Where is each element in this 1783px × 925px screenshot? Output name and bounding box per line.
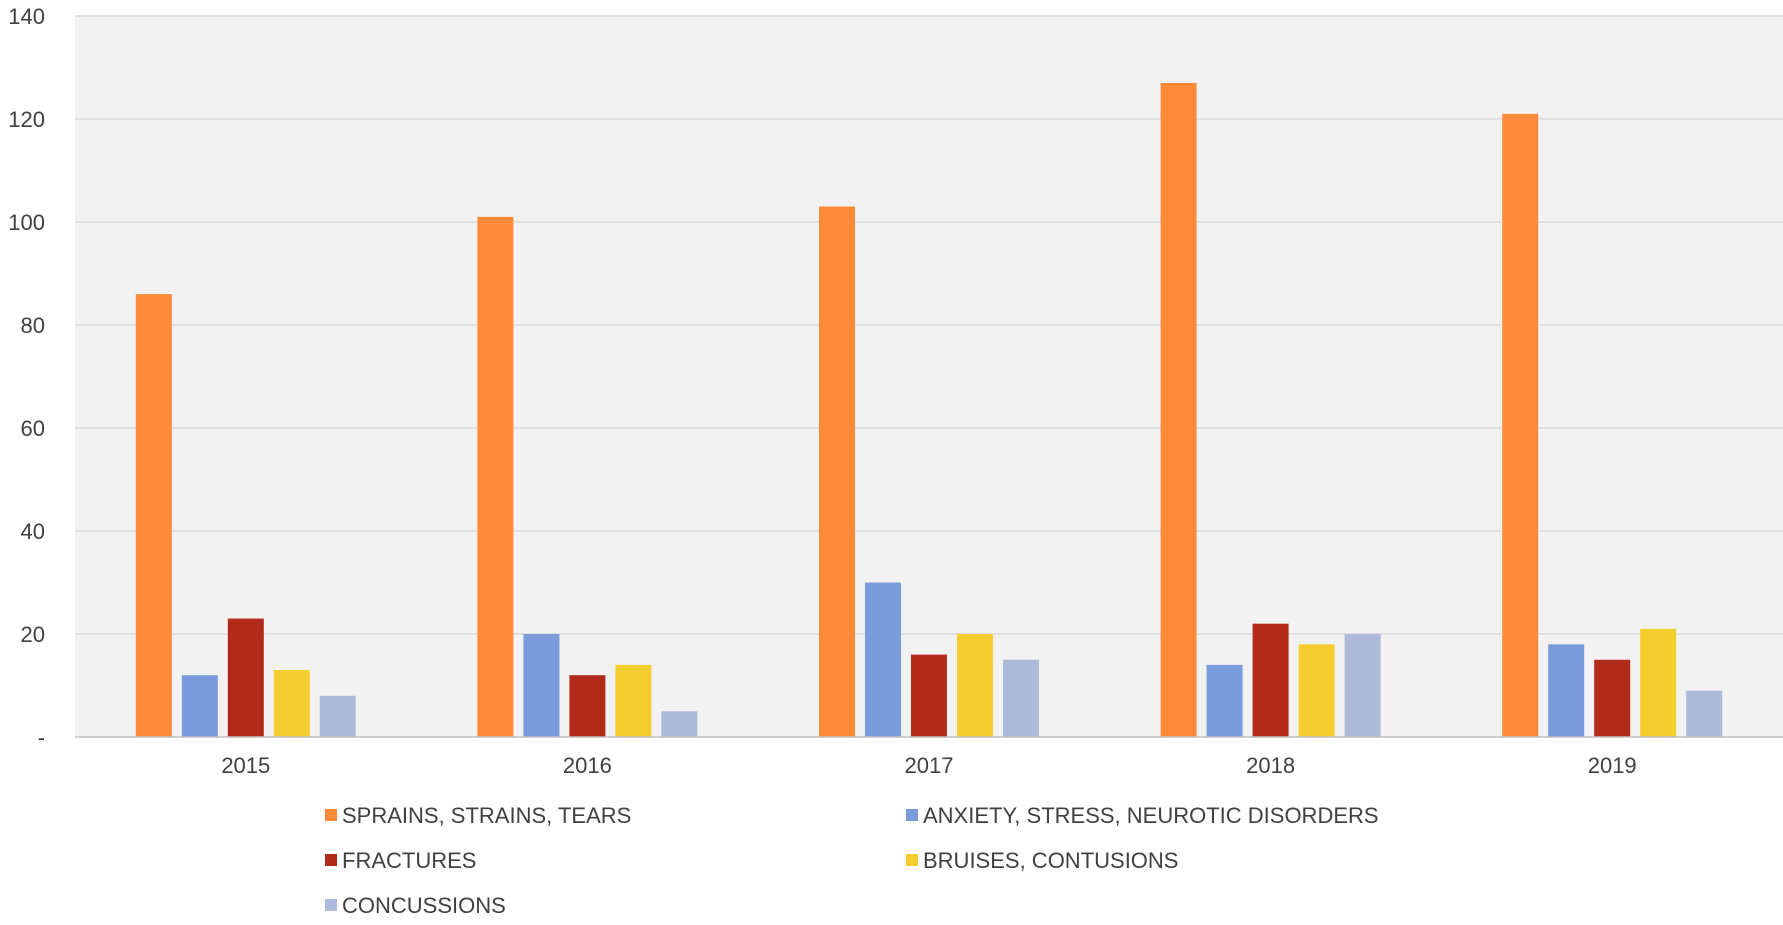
legend-item: SPRAINS, STRAINS, TEARS [325,803,631,828]
y-tick-label: 140 [8,4,45,29]
legend-item: ANXIETY, STRESS, NEUROTIC DISORDERS [906,803,1379,828]
bar-2019-series-3 [1594,659,1631,737]
y-tick-label: - [38,725,45,750]
x-tick-label: 2019 [1588,753,1637,778]
y-tick-label: 20 [21,622,45,647]
legend-item: FRACTURES [325,848,476,873]
bar-2018-series-1 [1160,82,1197,737]
bar-2015-series-3 [227,618,264,737]
bar-2016-series-1 [477,216,514,738]
y-tick-label: 100 [8,210,45,235]
y-tick-label: 80 [21,313,45,338]
legend-label: SPRAINS, STRAINS, TEARS [342,803,631,828]
bar-2019-series-5 [1686,690,1723,737]
plot-area [75,16,1783,737]
bar-2017-series-1 [819,206,855,738]
x-tick-label: 2015 [221,753,270,778]
bar-2016-series-2 [523,634,560,737]
legend-item: CONCUSSIONS [325,893,506,918]
legend-label: BRUISES, CONTUSIONS [923,848,1178,873]
bar-2015-series-5 [319,695,356,737]
bar-2017-series-2 [865,582,901,737]
y-tick-label: 40 [21,519,45,544]
bar-2015-series-2 [181,675,218,737]
bar-2016-series-5 [661,711,698,737]
y-tick-label: 60 [21,416,45,441]
legend-item: BRUISES, CONTUSIONS [906,848,1178,873]
x-tick-label: 2018 [1246,753,1295,778]
bar-2016-series-3 [569,675,606,737]
bar-2018-series-5 [1344,634,1381,737]
bar-2017-series-3 [911,654,947,737]
bars [135,82,1723,738]
legend-swatch [906,854,918,866]
legend-label: FRACTURES [342,848,476,873]
legend-label: CONCUSSIONS [342,893,506,918]
bar-2019-series-4 [1640,628,1677,737]
legend-swatch [325,899,337,911]
x-axis-tick-labels: 2015 2016 2017 2018 2019 [221,753,1636,778]
y-tick-label: 120 [8,107,45,132]
x-tick-label: 2017 [905,753,954,778]
legend-swatch [325,854,337,866]
legend: SPRAINS, STRAINS, TEARS ANXIETY, STRESS, … [325,803,1379,918]
bar-2018-series-2 [1206,664,1243,737]
x-tick-label: 2016 [563,753,612,778]
bar-2015-series-4 [273,670,310,737]
bar-2019-series-2 [1548,644,1585,737]
gridlines [75,15,1783,635]
legend-swatch [906,809,918,821]
bar-2018-series-3 [1252,623,1289,737]
legend-label: ANXIETY, STRESS, NEUROTIC DISORDERS [923,803,1379,828]
bar-2019-series-1 [1502,113,1539,738]
bar-2017-series-5 [1003,659,1039,737]
bar-2015-series-1 [135,294,172,737]
legend-swatch [325,809,337,821]
bar-2018-series-4 [1298,644,1335,737]
bar-2017-series-4 [957,634,993,737]
y-axis-tick-labels: - 20 40 60 80 100 120 140 [8,4,45,750]
bar-2016-series-4 [615,664,652,737]
